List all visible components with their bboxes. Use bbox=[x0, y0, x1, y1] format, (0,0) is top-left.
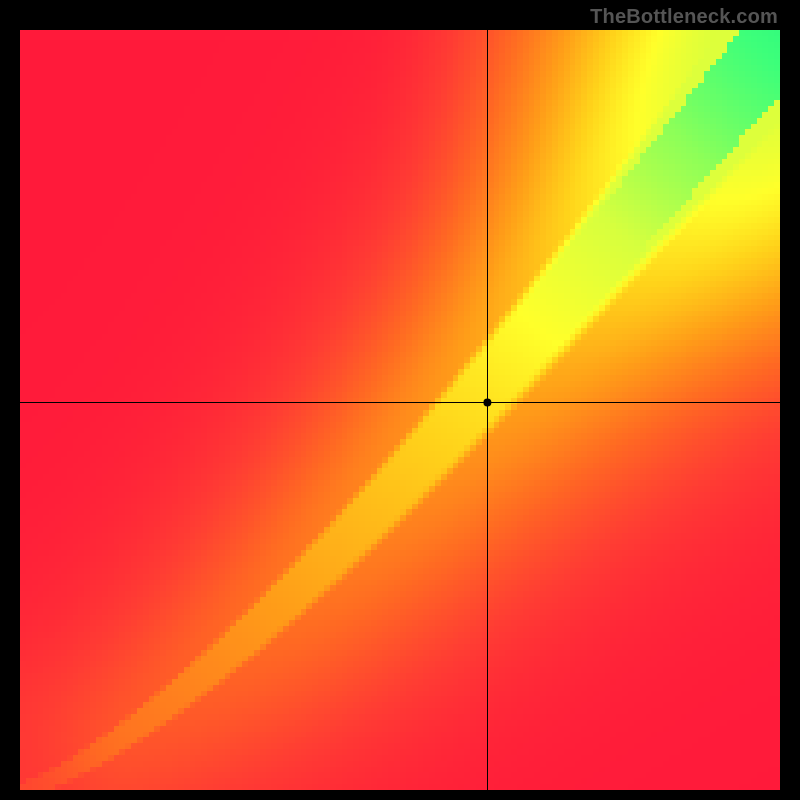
bottleneck-heatmap-canvas bbox=[0, 0, 800, 800]
watermark-text: TheBottleneck.com bbox=[590, 6, 778, 29]
heatmap-container: TheBottleneck.com bbox=[0, 0, 800, 800]
